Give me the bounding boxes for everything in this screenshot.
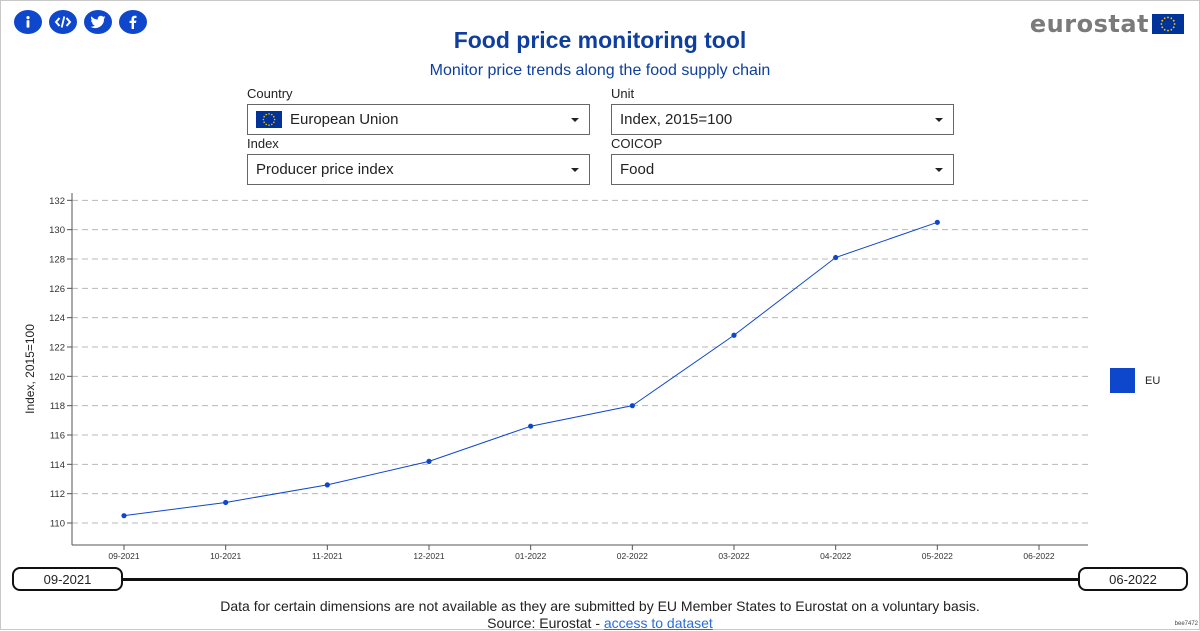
y-tick-label: 112	[50, 489, 65, 500]
country-filter: Country European Union	[247, 86, 590, 135]
data-point[interactable]	[324, 482, 330, 488]
y-tick-label: 132	[49, 196, 65, 207]
y-tick-label: 128	[49, 255, 65, 266]
unit-select[interactable]: Index, 2015=100	[611, 104, 954, 135]
index-label: Index	[247, 136, 279, 151]
x-tick-label: 04-2022	[820, 551, 851, 561]
unit-value: Index, 2015=100	[620, 111, 733, 128]
country-value: European Union	[290, 111, 399, 128]
y-tick-label: 120	[49, 372, 65, 383]
series-line-eu	[123, 221, 938, 517]
country-label: Country	[247, 86, 293, 101]
x-tick-label: 03-2022	[718, 551, 749, 561]
legend-swatch-eu	[1110, 368, 1135, 393]
x-tick-label: 05-2022	[922, 551, 953, 561]
coicop-filter: COICOP Food	[611, 136, 954, 185]
unit-label: Unit	[611, 86, 635, 101]
x-tick-label: 10-2021	[210, 551, 241, 561]
index-filter: Index Producer price index	[247, 136, 590, 185]
share-toolbar	[14, 10, 147, 34]
data-point[interactable]	[629, 403, 635, 409]
y-axis-label: Index, 2015=100	[23, 324, 37, 414]
y-tick-label: 110	[50, 519, 65, 530]
y-tick-label: 116	[50, 431, 65, 442]
y-tick-label: 114	[50, 460, 65, 471]
range-start-handle[interactable]: 09-2021	[12, 567, 123, 591]
x-tick-label: 09-2021	[108, 551, 139, 561]
eurostat-logo: eurostat	[1030, 10, 1184, 38]
unit-filter: Unit Index, 2015=100	[611, 86, 954, 135]
legend-label-eu: EU	[1145, 374, 1161, 387]
data-point[interactable]	[731, 332, 737, 338]
y-tick-label: 124	[49, 313, 65, 324]
y-tick-label: 126	[49, 284, 65, 295]
x-tick-label: 11-2021	[312, 551, 343, 561]
y-tick-label: 118	[50, 401, 65, 412]
chevron-down-icon	[571, 168, 579, 172]
source-line: Source: Eurostat - access to dataset	[0, 615, 1200, 631]
country-select[interactable]: European Union	[247, 104, 590, 135]
x-tick-label: 02-2022	[617, 551, 648, 561]
dataset-link[interactable]: access to dataset	[603, 615, 713, 631]
page-subtitle: Monitor price trends along the food supp…	[429, 62, 771, 79]
page-title: Food price monitoring tool	[453, 27, 747, 53]
twitter-icon[interactable]	[84, 10, 112, 34]
info-icon[interactable]	[14, 10, 42, 34]
eu-flag-icon	[1152, 14, 1184, 34]
logo-text: eurostat	[1029, 10, 1149, 38]
eu-flag-icon	[256, 111, 282, 128]
chevron-down-icon	[935, 118, 943, 122]
coicop-value: Food	[620, 161, 655, 178]
version-tag: bee7472	[1174, 621, 1198, 627]
x-tick-label: 01-2022	[515, 551, 546, 561]
embed-icon[interactable]	[49, 10, 77, 34]
chevron-down-icon	[571, 118, 579, 122]
index-value: Producer price index	[256, 161, 394, 178]
range-end-handle[interactable]: 06-2022	[1078, 567, 1188, 591]
availability-note: Data for certain dimensions are not avai…	[220, 598, 980, 614]
data-point[interactable]	[833, 254, 839, 261]
data-point[interactable]	[426, 458, 432, 464]
source-prefix: Source: Eurostat -	[487, 615, 604, 631]
index-select[interactable]: Producer price index	[247, 154, 590, 185]
data-point[interactable]	[934, 219, 940, 225]
data-point[interactable]	[121, 513, 127, 519]
chart-legend[interactable]: EU	[1110, 368, 1160, 393]
x-tick-label: 06-2022	[1023, 551, 1054, 561]
time-range-track[interactable]	[122, 578, 1078, 581]
y-tick-label: 130	[49, 225, 65, 236]
data-point[interactable]	[528, 423, 534, 429]
y-tick-label: 122	[49, 343, 65, 354]
coicop-label: COICOP	[611, 136, 663, 151]
data-point[interactable]	[223, 499, 229, 506]
chevron-down-icon	[935, 168, 943, 172]
x-tick-label: 12-2021	[413, 551, 444, 561]
facebook-icon[interactable]	[119, 10, 147, 34]
coicop-select[interactable]: Food	[611, 154, 954, 185]
line-chart: 110 112 114 116 118 120 122 124 126 128 130 132 09-2…	[23, 193, 1088, 561]
